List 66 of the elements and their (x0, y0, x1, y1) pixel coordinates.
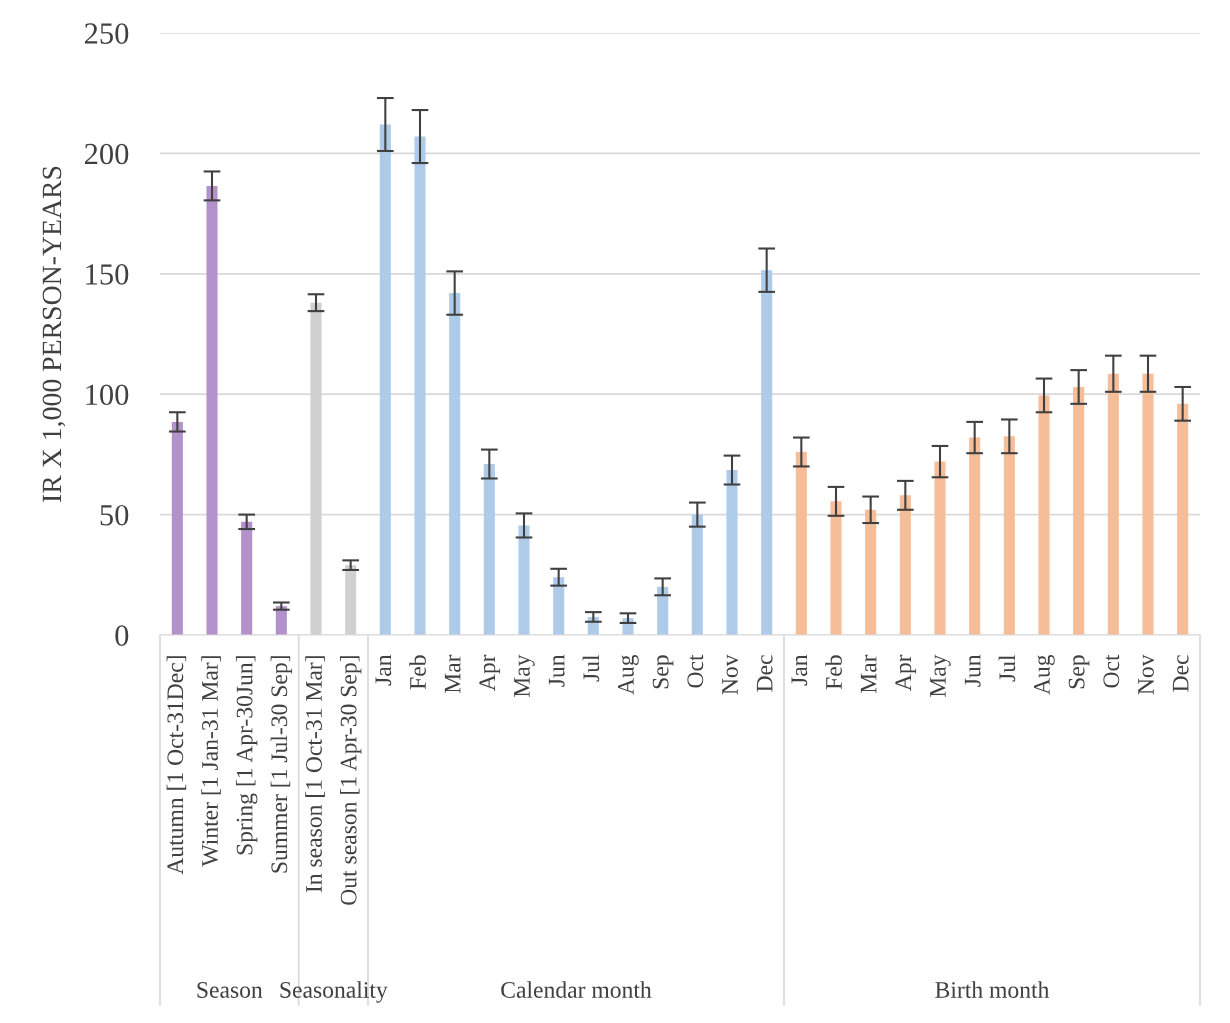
bar (206, 185, 218, 635)
x-tick-label: Jan (375, 654, 392, 686)
bar (241, 521, 253, 635)
x-tick-label: Apr (479, 654, 501, 691)
bar (483, 464, 495, 635)
x-tick-label: Feb (825, 655, 842, 690)
text: Season (197, 982, 263, 998)
y-tick-label: 0 (115, 625, 129, 646)
y-tick-label: 250 (84, 23, 129, 44)
x-tick-label: Sep (1068, 655, 1090, 689)
x-tick-label: Apr (895, 654, 917, 691)
bar (518, 525, 530, 635)
y-tick-label: 50 (100, 504, 129, 526)
x-tick-label: Dec (756, 655, 773, 692)
x-tick-label: Jul (582, 654, 600, 682)
x-tick-label: Dec (1172, 655, 1189, 692)
bar (865, 509, 877, 635)
bar (795, 451, 807, 635)
bar (171, 421, 183, 635)
x-tick-label: Mar (860, 654, 877, 694)
bar (1038, 395, 1050, 635)
x-tick-label: Nov (1138, 654, 1154, 695)
text: Calendar month (501, 981, 652, 998)
bar (1073, 386, 1085, 635)
bar (830, 501, 842, 635)
x-tick-label: Aug (618, 654, 639, 695)
x-tick-label: May (930, 654, 951, 698)
bar (414, 136, 426, 635)
bar (1177, 403, 1189, 635)
bar (969, 437, 981, 635)
x-tick-label: May (514, 654, 535, 698)
bar (553, 577, 565, 635)
x-tick-label: Jan (791, 654, 808, 686)
x-tick-label: Jun (964, 654, 981, 687)
x-tick-label: Feb (409, 655, 426, 690)
x-tick-label: Spring [1 Apr-30Jun] (235, 656, 258, 855)
bar (657, 586, 669, 635)
x-tick-label: Winter [1 Jan-31 Mar] (201, 656, 221, 867)
x-tick-label: Nov (722, 654, 738, 695)
bar (934, 461, 946, 635)
x-tick-label: Autumn [1 Oct-31Dec] (166, 656, 187, 875)
x-tick-label: Oct (1103, 654, 1120, 688)
x-tick-label: Oct (687, 654, 704, 688)
y-tick-label: 100 (86, 384, 129, 406)
x-tick-label: Aug (1034, 654, 1055, 695)
text: Birth month (935, 981, 1050, 998)
bar (449, 293, 461, 635)
x-tick-label: In season [1 Oct-31 Mar] (305, 656, 325, 893)
x-tick-label: Jul (998, 654, 1016, 682)
y-tick-label: 150 (86, 264, 129, 285)
y-axis-title: IR X 1,000 PERSON-YEARS (42, 166, 66, 502)
bar (1003, 436, 1015, 635)
x-tick-label: Sep (652, 655, 674, 689)
bar (691, 514, 703, 635)
bar (761, 270, 773, 635)
y-tick-label: 200 (84, 143, 129, 165)
bar (726, 470, 738, 635)
bar (1142, 373, 1154, 635)
x-tick-label: Summer [1 Jul-30 Sep] (270, 656, 293, 873)
text: Seasonality (280, 981, 388, 1003)
bar (899, 495, 911, 635)
x-tick-label: Jun (548, 654, 565, 687)
x-tick-label: Out season [1 Apr-30 Sep] (339, 656, 362, 905)
bar (379, 124, 391, 635)
bar (1107, 373, 1119, 635)
x-tick-label: Mar (444, 654, 461, 694)
